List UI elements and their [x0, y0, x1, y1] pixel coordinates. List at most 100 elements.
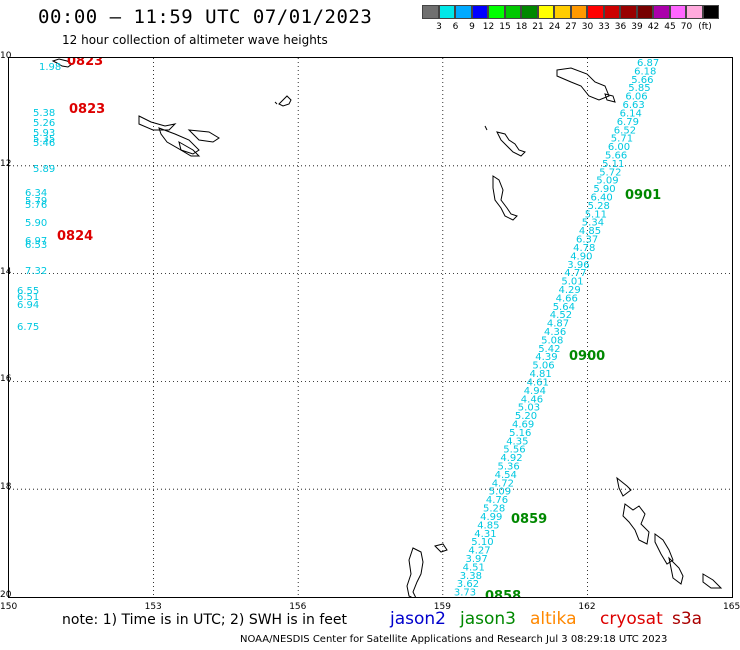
wave-height-value: 6.52 — [614, 125, 636, 136]
map-frame: 1.98 5.38 5.26 5.93 5.35 5.46 5.89 6.34 5.79 5.76… — [8, 54, 733, 607]
wave-height-value: 5.79 — [25, 196, 47, 207]
wave-height-value: 1.98 — [39, 62, 61, 73]
wave-height-value: 5.56 — [503, 445, 525, 456]
island-coast — [274, 101, 278, 105]
colorbar-swatch — [603, 5, 620, 19]
wave-height-value: 5.66 — [605, 151, 627, 162]
colorbar-swatch — [537, 5, 554, 19]
wave-height-value: 6.00 — [608, 142, 630, 153]
wave-height-value: 7.32 — [25, 266, 47, 277]
island-coast — [622, 503, 650, 545]
wave-height-value: 4.69 — [512, 420, 534, 431]
colorbar-swatch — [653, 5, 670, 19]
island-coast — [556, 67, 610, 101]
island-coast — [138, 115, 177, 131]
latitude-tick-label: 12 — [0, 158, 12, 169]
wave-height-value: 4.94 — [524, 386, 546, 397]
island-coast — [158, 127, 200, 155]
wave-height-value: 4.31 — [474, 529, 496, 540]
island-coast — [492, 175, 518, 221]
island-coast — [434, 543, 448, 553]
wave-height-value: 4.87 — [547, 319, 569, 330]
wave-height-value: 4.52 — [550, 310, 572, 321]
wave-height-value: 4.77 — [564, 268, 586, 279]
wave-height-value: 5.76 — [25, 200, 47, 211]
island-coast — [702, 573, 723, 589]
colorbar-units: (ft) — [698, 22, 712, 32]
colorbar-tick-label: 9 — [469, 22, 475, 32]
wave-height-value: 5.28 — [588, 201, 610, 212]
wave-height-value: 5.42 — [538, 344, 560, 355]
wave-height-value: 6.97 — [25, 236, 47, 247]
longitude-tick-label: 150 — [0, 602, 18, 612]
wave-height-value: 6.51 — [17, 292, 39, 303]
wave-height-value: 5.01 — [561, 277, 583, 288]
wave-height-value: 5.20 — [515, 411, 537, 422]
wave-height-value: 5.72 — [599, 167, 621, 178]
wave-height-value: 5.11 — [602, 159, 624, 170]
colorbar-swatch — [702, 5, 719, 19]
wave-height-value: 4.61 — [527, 377, 549, 388]
island-coast — [406, 547, 424, 602]
wave-height-value: 4.36 — [544, 327, 566, 338]
latitude-tick-label: 18 — [0, 482, 12, 493]
wave-height-value: 5.03 — [518, 403, 540, 414]
wave-height-value: 6.40 — [591, 193, 613, 204]
colorbar-swatch — [422, 5, 439, 19]
wave-height-value: 5.08 — [541, 335, 563, 346]
wave-height-value: 4.39 — [535, 352, 557, 363]
colorbar-tick-label: 6 — [452, 22, 459, 32]
wave-height-value: 6.94 — [17, 300, 39, 311]
wave-height-value: 4.27 — [468, 546, 490, 557]
colorbar-swatch — [504, 5, 521, 19]
wave-height-value: 4.35 — [506, 436, 528, 447]
colorbar-labels: 3 6 9 12 15 18 21 24 27 30 33 36 39 42 45 70 (ft) — [422, 22, 740, 34]
colorbar-tick-label: 15 — [499, 22, 511, 32]
wave-height-value: 3.80 — [451, 596, 473, 597]
colorbar-tick-label: 45 — [664, 22, 676, 32]
east-track-values: 6.876.185.665.856.066.636.146.796.525.71… — [451, 58, 659, 607]
wave-height-value: 5.90 — [593, 184, 615, 195]
colorbar-swatch — [570, 5, 587, 19]
latitude-tick-label: 14 — [0, 266, 12, 277]
colorbar-tick-label: 42 — [647, 22, 660, 32]
island-coast — [616, 476, 632, 497]
wave-height-value: 4.85 — [477, 520, 499, 531]
satellite-legend-jason3: jason3 — [460, 609, 516, 629]
colorbar-tick-label: 30 — [581, 22, 594, 32]
colorbar-tick-label: 12 — [482, 22, 495, 32]
pass-time-label: 0900 — [569, 349, 605, 364]
wave-height-value: 6.63 — [623, 100, 645, 111]
wave-height-value: 6.18 — [634, 66, 656, 77]
island-coast — [604, 93, 616, 103]
colorbar-swatch — [620, 5, 637, 19]
colorbar-tick-label: 18 — [515, 22, 528, 32]
coastlines — [51, 58, 723, 602]
wave-height-value: 6.79 — [617, 117, 639, 128]
pass-time-labels: 0823 0823 0824 0901 0900 0859 0858 — [57, 54, 661, 604]
satellite-legend-s3a: s3a — [672, 609, 703, 629]
graticule — [9, 58, 732, 597]
wave-height-value: 4.76 — [486, 495, 508, 506]
colorbar-swatch — [554, 5, 571, 19]
wave-height-value: 5.34 — [582, 218, 604, 229]
latitude-tick-label: 10 — [0, 51, 12, 61]
island-coast — [668, 556, 684, 585]
wave-height-value: 3.97 — [466, 554, 488, 565]
colorbar-swatch — [488, 5, 505, 19]
wave-height-value: 4.81 — [530, 369, 552, 380]
wave-height-value: 5.89 — [33, 164, 55, 175]
wave-height-value: 6.34 — [25, 188, 47, 199]
wave-height-value: 5.38 — [33, 108, 55, 119]
longitude-tick-label: 165 — [723, 602, 740, 612]
wave-height-value: 5.09 — [489, 487, 511, 498]
island-coast — [51, 58, 73, 68]
pass-time-label: 0859 — [511, 512, 547, 527]
satellite-legend-jason2: jason2 — [390, 609, 446, 629]
pass-time-label: 0824 — [57, 229, 93, 244]
colorbar-tick-label: 39 — [631, 22, 643, 32]
colorbar-tick-label: 3 — [436, 22, 442, 32]
wave-height-value: 5.28 — [483, 504, 505, 515]
colorbar-swatch — [455, 5, 472, 19]
island-coast — [278, 95, 292, 107]
